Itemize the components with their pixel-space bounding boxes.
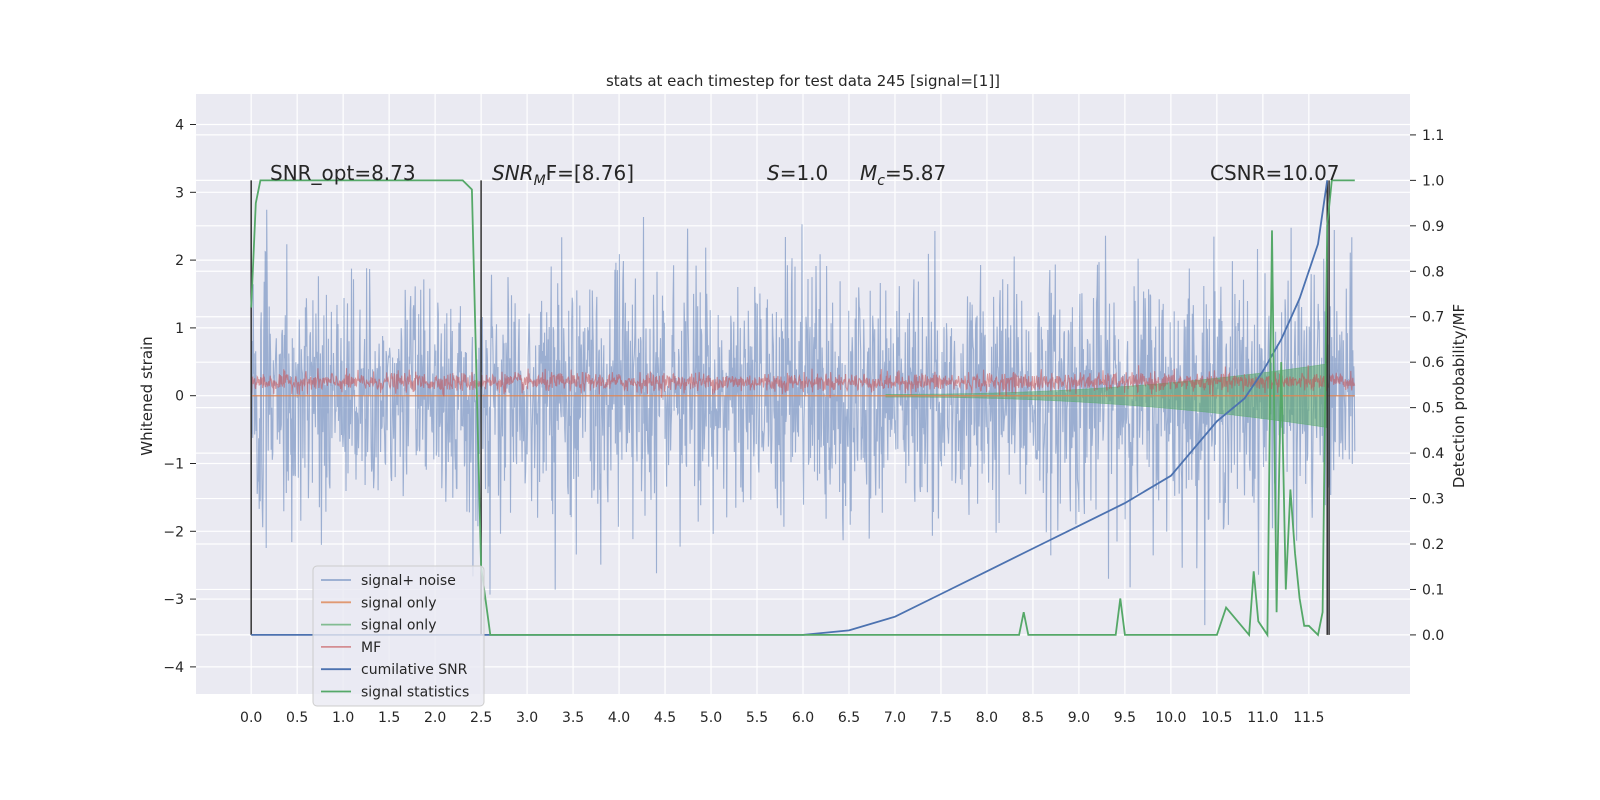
- y2-tick-label: 0.2: [1422, 537, 1444, 553]
- x-tick-label: 2.0: [424, 710, 446, 726]
- y2-tick-label: 0.1: [1422, 582, 1444, 598]
- y2-axis-label: Detection probability/MF: [1450, 304, 1468, 488]
- legend: signal+ noise signal only signal only MF cum…: [312, 565, 485, 707]
- y-axis: 4 3 2 1 0 −1 −2 −3 −4: [163, 118, 196, 676]
- y2-tick-label: 0.0: [1422, 628, 1444, 644]
- y2-tick-label: 0.4: [1422, 446, 1444, 462]
- annotation: S=1.0: [767, 161, 828, 185]
- x-tick-label: 4.5: [654, 710, 676, 726]
- x-tick-label: 8.0: [976, 710, 998, 726]
- legend-label: signal only: [361, 618, 436, 634]
- y2-tick-label: 1.1: [1422, 128, 1444, 144]
- x-tick-label: 1.0: [332, 710, 354, 726]
- x-tick-label: 2.5: [470, 710, 492, 726]
- x-tick-label: 3.0: [516, 710, 538, 726]
- y2-tick-label: 0.3: [1422, 492, 1444, 508]
- x-axis: 0.0 0.5 1.0 1.5 2.0 2.5 3.0 3.5 4.0 4.5 5.0 5.5 6.0 6…: [240, 710, 1324, 726]
- x-tick-label: 11.5: [1293, 710, 1324, 726]
- x-tick-label: 8.5: [1022, 710, 1044, 726]
- x-tick-label: 9.0: [1068, 710, 1090, 726]
- annotation: SNRMF=[8.76]: [492, 161, 634, 189]
- series-mf: [250, 365, 1356, 399]
- annotation: CSNR=10.07: [1210, 161, 1340, 185]
- legend-label: MF: [361, 640, 381, 656]
- y-tick-label: −2: [163, 524, 184, 540]
- legend-label: cumilative SNR: [361, 662, 468, 678]
- x-tick-label: 6.5: [838, 710, 860, 726]
- y2-tick-label: 0.7: [1422, 310, 1444, 326]
- x-tick-label: 11.0: [1247, 710, 1278, 726]
- x-tick-label: 3.5: [562, 710, 584, 726]
- y2-axis: 1.1 1.0 0.9 0.8 0.7 0.6 0.5 0.4 0.3 0.2 0.1 0.0: [1410, 128, 1444, 644]
- annotations: SNR_opt=8.73 SNRMF=[8.76] S=1.0 Mc=5.87 CSNR…: [270, 161, 1340, 189]
- x-tick-label: 0.5: [286, 710, 308, 726]
- y-tick-label: −4: [163, 660, 184, 676]
- y-tick-label: 0: [175, 389, 184, 405]
- y-tick-label: 2: [175, 253, 184, 269]
- y2-tick-label: 0.9: [1422, 219, 1444, 235]
- x-tick-label: 7.0: [884, 710, 906, 726]
- x-tick-label: 0.0: [240, 710, 262, 726]
- x-tick-label: 9.5: [1114, 710, 1136, 726]
- y2-tick-label: 0.6: [1422, 355, 1444, 371]
- y-tick-label: −3: [163, 592, 184, 608]
- y-axis-label: Whitened strain: [138, 336, 156, 455]
- x-tick-label: 7.5: [930, 710, 952, 726]
- legend-label: signal statistics: [361, 685, 469, 701]
- y-tick-label: −1: [163, 456, 184, 472]
- x-tick-label: 10.5: [1201, 710, 1232, 726]
- chart-title: stats at each timestep for test data 245…: [606, 72, 1000, 90]
- y-tick-label: 1: [175, 321, 184, 337]
- legend-label: signal only: [361, 595, 436, 611]
- annotation: Mc=5.87: [860, 161, 946, 189]
- legend-box: [312, 565, 485, 707]
- annotation: SNR_opt=8.73: [270, 161, 416, 185]
- x-tick-label: 5.5: [746, 710, 768, 726]
- series-cumulative-snr: [251, 180, 1329, 636]
- legend-label: signal+ noise: [361, 573, 456, 589]
- y2-tick-label: 0.8: [1422, 264, 1444, 280]
- y-tick-label: 3: [175, 185, 184, 201]
- y2-tick-label: 0.5: [1422, 401, 1444, 417]
- x-tick-label: 4.0: [608, 710, 630, 726]
- x-tick-label: 5.0: [700, 710, 722, 726]
- x-tick-label: 10.0: [1155, 710, 1186, 726]
- x-tick-label: 1.5: [378, 710, 400, 726]
- y2-tick-label: 1.0: [1422, 173, 1444, 189]
- y-tick-label: 4: [175, 118, 184, 134]
- x-tick-label: 6.0: [792, 710, 814, 726]
